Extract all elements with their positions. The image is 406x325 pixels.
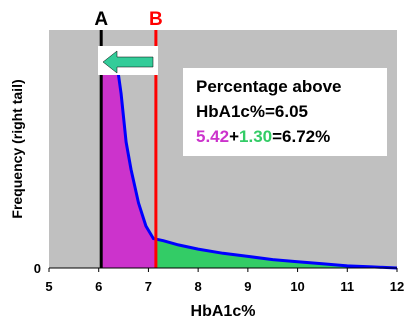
marker-label-b: B — [149, 9, 163, 30]
frequency-curve — [101, 48, 398, 270]
x-tick-label: 10 — [290, 279, 304, 294]
x-tick-label: 8 — [195, 279, 202, 294]
annotation-result: =6.72% — [272, 127, 330, 146]
annotation-line2: HbA1c%=6.05 — [196, 102, 308, 121]
x-tick-label: 12 — [390, 279, 404, 294]
annotation-line1: Percentage above — [196, 77, 342, 96]
x-tick-label: 11 — [340, 279, 354, 294]
x-tick-label: 7 — [145, 279, 152, 294]
x-tick-label: 6 — [95, 279, 102, 294]
y-tick-label: 0 — [34, 261, 41, 276]
x-axis-label: HbA1c% — [191, 303, 256, 320]
marker-label-a: A — [94, 9, 108, 30]
annotation-line3: 5.42+1.30=6.72% — [196, 127, 330, 146]
green-region — [155, 239, 397, 268]
annotation-box — [183, 68, 387, 156]
y-axis-label: Frequency (right tail) — [9, 79, 25, 218]
x-tick-label: 9 — [244, 279, 251, 294]
annotation-magenta-value: 5.42 — [196, 127, 229, 146]
x-tick-label: 5 — [45, 279, 52, 294]
annotation-plus: + — [229, 127, 239, 146]
annotation-green-value: 1.30 — [239, 127, 272, 146]
left-arrow-icon — [102, 50, 154, 74]
